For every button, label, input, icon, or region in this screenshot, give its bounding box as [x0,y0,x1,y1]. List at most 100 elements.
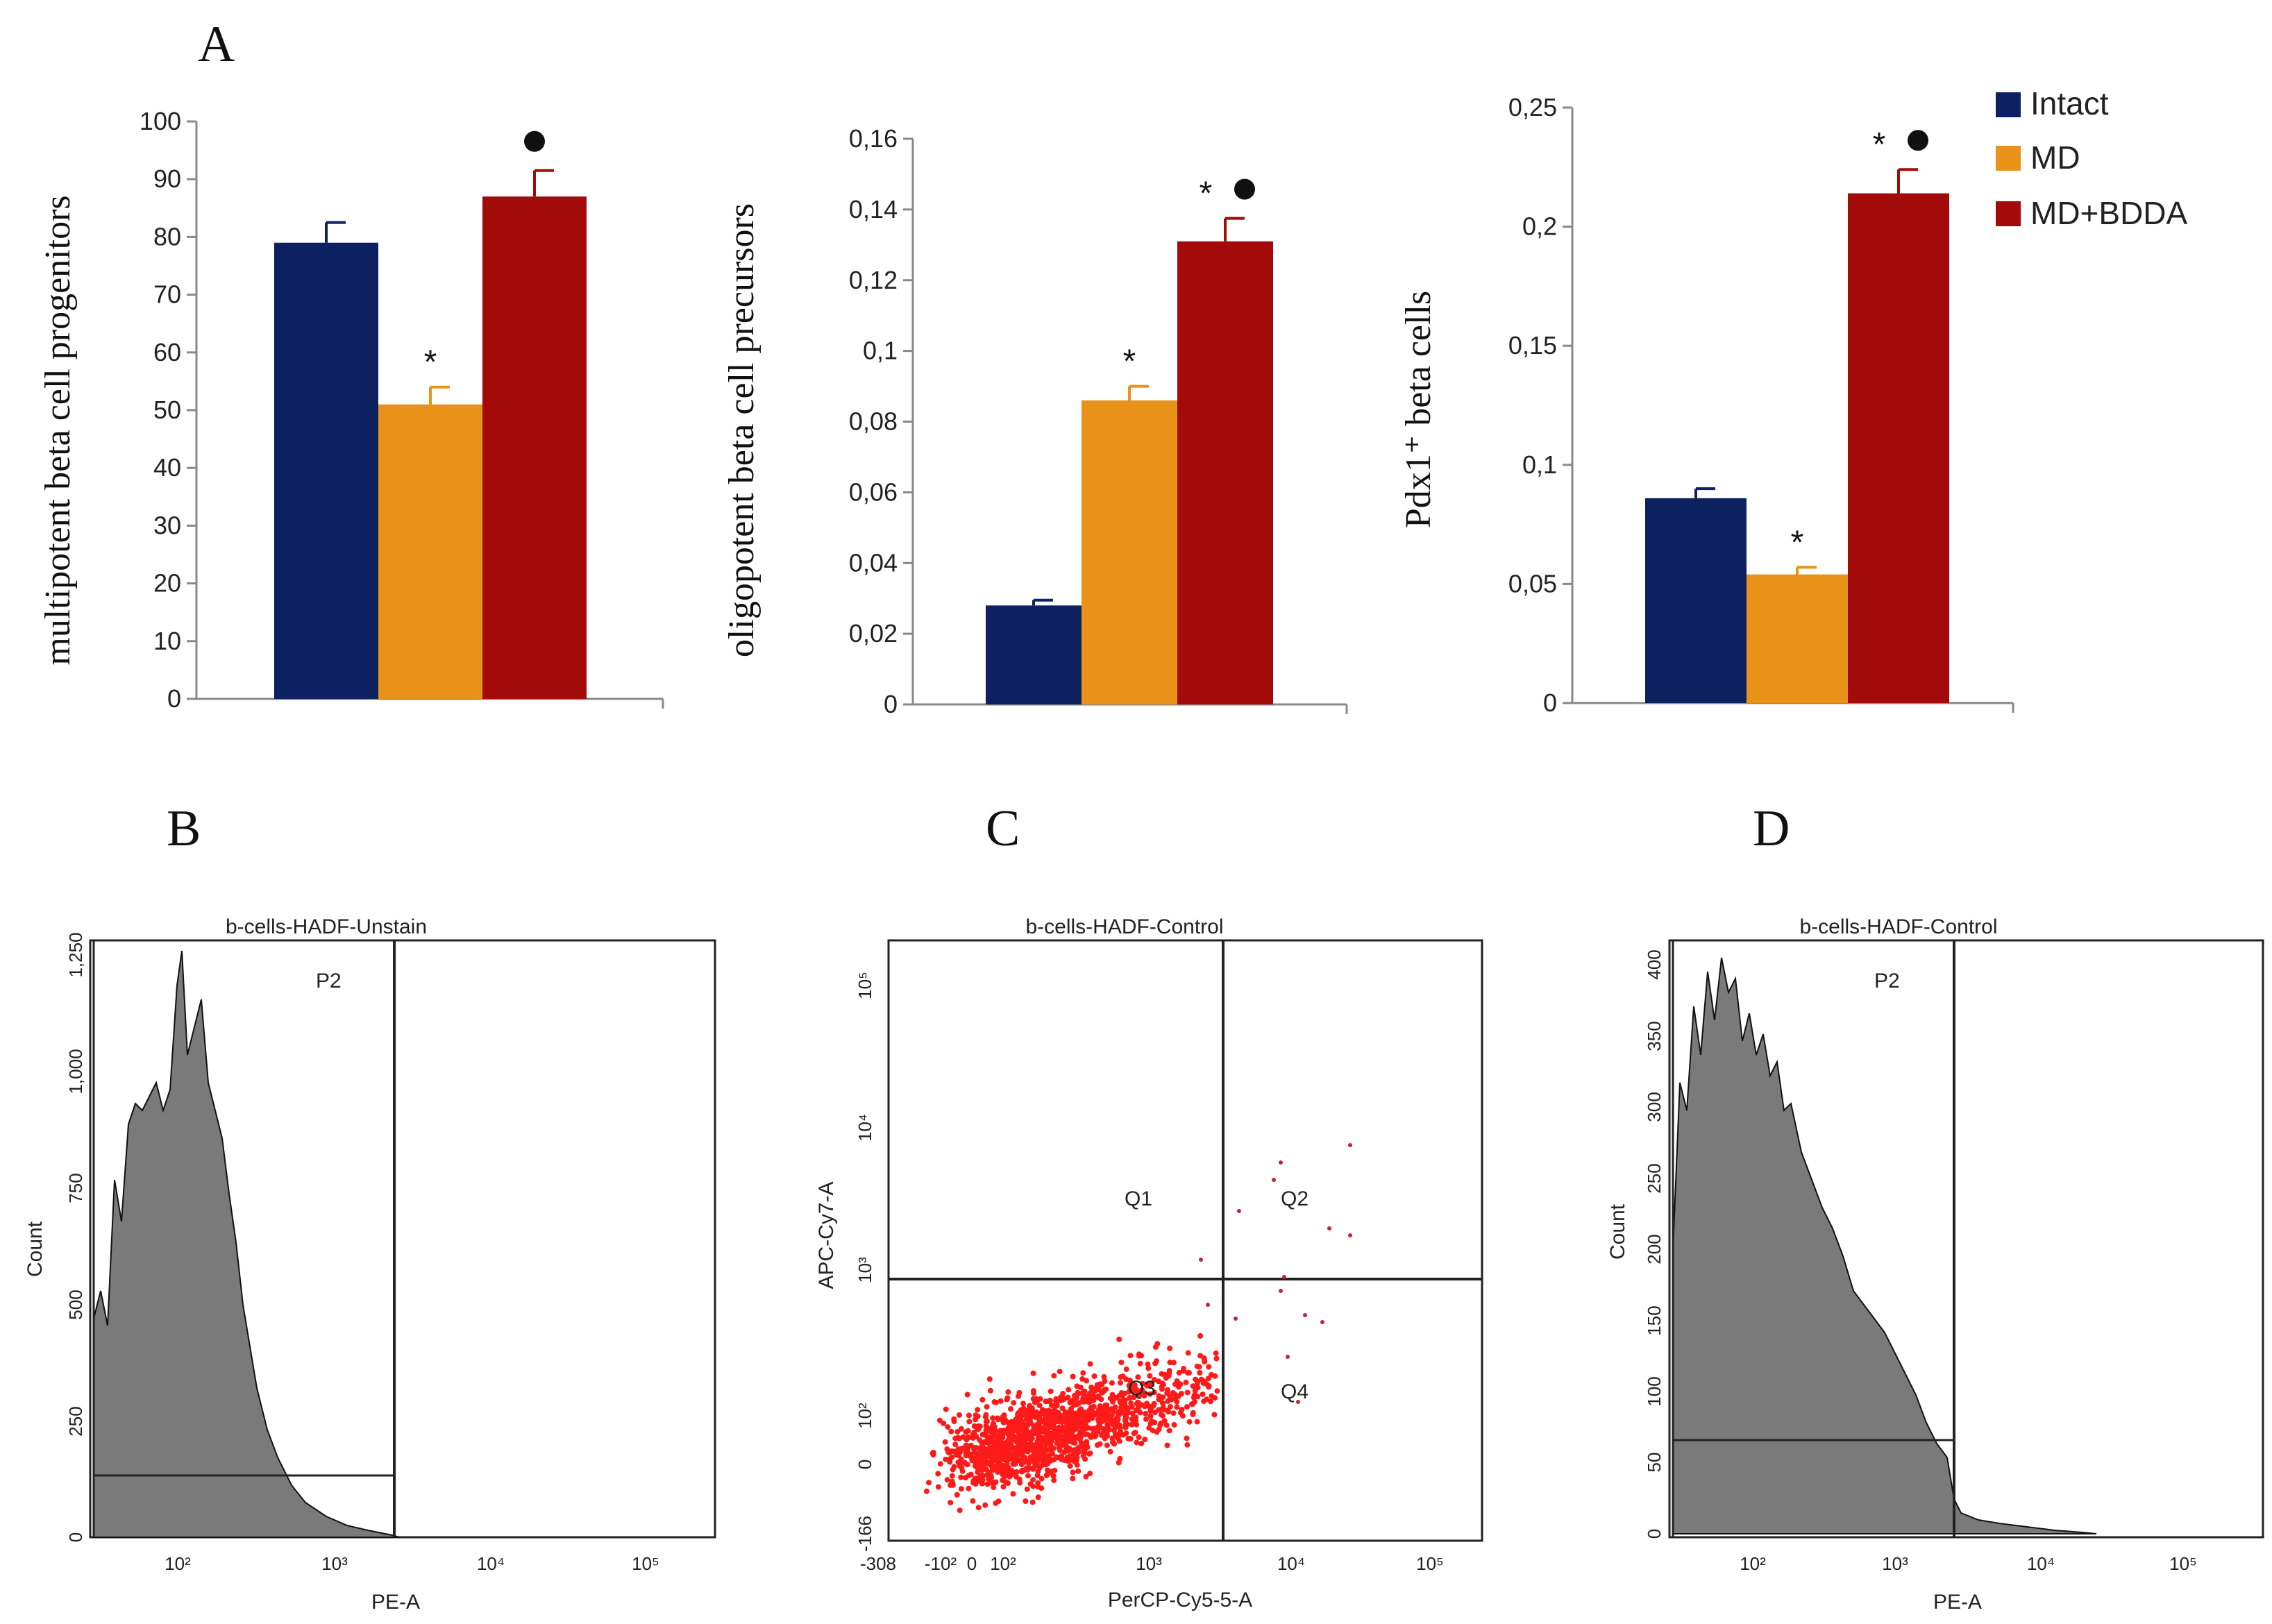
event-dot [1019,1469,1025,1475]
event-dot [1170,1360,1177,1366]
event-dot [1166,1370,1172,1376]
event-dot [1038,1444,1044,1450]
x-tick: 10⁴ [1277,1553,1305,1574]
event-dot [1082,1416,1088,1423]
bar [1082,400,1177,704]
event-dot [1206,1382,1212,1389]
event-dot [1016,1393,1022,1399]
event-dot [943,1456,949,1462]
event-dot [988,1437,994,1443]
event-dot [968,1442,974,1448]
event-dot [1156,1426,1162,1432]
y-tick: 0 [855,1460,875,1469]
significance-dot [1908,130,1928,151]
event-dot [965,1428,971,1434]
event-dot [1055,1426,1061,1432]
event-dot [1035,1469,1041,1475]
y-tick: 500 [65,1289,86,1319]
event-dot [1118,1380,1124,1386]
event-dot [1095,1428,1100,1435]
event-dot [1067,1438,1073,1444]
event-dot [1013,1469,1020,1475]
event-dot [1008,1472,1014,1478]
event-dot [1213,1355,1220,1362]
event-dot [946,1450,952,1456]
event-dot [1183,1379,1189,1385]
event-dot [1059,1397,1066,1403]
event-dot [926,1480,932,1486]
event-dot [1130,1387,1136,1394]
event-dot [1066,1448,1072,1454]
quadrant-label-q4: Q4 [1281,1380,1308,1403]
event-dot [995,1469,1001,1475]
event-dot [1116,1422,1122,1428]
event-dot [1004,1395,1011,1401]
event-dot [958,1474,964,1480]
event-dot [1143,1416,1149,1422]
event-dot [1130,1415,1136,1421]
y-tick-label: 0 [167,684,181,713]
event-dot [1077,1385,1084,1391]
event-dot [1016,1438,1022,1444]
y-tick-label: 50 [153,396,181,424]
event-dot [944,1477,950,1483]
event-dot [1070,1475,1076,1482]
event-dot [995,1416,1001,1423]
event-dot [1303,1313,1307,1317]
event-dot [1184,1404,1190,1410]
y-tick: 400 [1644,949,1665,979]
x-tick: 10² [1740,1553,1766,1574]
flow-dotplot-c: b-cells-HADF-Control Q1 Q2 Q3 Q4 APC-Cy7… [815,915,1483,1612]
event-dot [1054,1412,1060,1418]
event-dot [1091,1403,1097,1410]
event-dot [1132,1430,1138,1436]
event-dot [1027,1417,1033,1423]
event-dot [1150,1428,1156,1434]
event-dot [983,1430,989,1436]
event-dot [1101,1373,1107,1380]
event-dot [1051,1373,1057,1379]
event-dot [1067,1399,1073,1405]
y-axis-title: APC-Cy7-A [815,1181,838,1289]
event-dot [957,1507,963,1514]
bar-chart-pdx1: Pdx1⁺ beta cells 0 0,05 0,1 0,15 0,2 0,25 * * [1399,93,2014,717]
event-dot [1098,1382,1104,1388]
x-axis-title: PE-A [1933,1591,1982,1614]
x-tick: 10³ [1882,1553,1908,1574]
event-dot [1154,1341,1161,1347]
event-dot [1208,1398,1213,1405]
event-dot [1030,1477,1036,1483]
event-dot [935,1471,941,1477]
event-dot [1115,1412,1121,1418]
event-dot [1212,1395,1218,1401]
event-dot [1060,1391,1066,1396]
event-dot [1194,1381,1200,1387]
event-dot [1082,1440,1088,1446]
event-dot [996,1428,1002,1435]
event-dot [1099,1389,1105,1396]
event-dot [1167,1345,1173,1351]
flow-title: b-cells-HADF-Control [1799,915,1997,938]
event-dot [1063,1415,1070,1421]
y-tick: 1,000 [65,1049,86,1094]
event-dot [1125,1435,1131,1441]
event-dot [1140,1380,1145,1387]
event-dot [930,1449,936,1455]
event-dot [1180,1368,1186,1374]
event-dot [1081,1394,1087,1400]
event-dot [1165,1387,1170,1393]
event-dot [986,1469,992,1475]
event-dot [975,1450,981,1457]
event-dot [1059,1453,1065,1459]
event-dot [973,1445,979,1451]
event-dot [1136,1391,1143,1397]
event-dot [1107,1448,1113,1455]
event-dot [993,1439,1000,1445]
panel-label-b: B [167,800,201,857]
event-dot [995,1435,1001,1441]
event-dot [1089,1426,1095,1432]
event-dot [1279,1160,1283,1165]
event-dot [1211,1412,1218,1418]
quadrant-label-q2: Q2 [1281,1187,1308,1210]
event-dot [1013,1424,1019,1430]
